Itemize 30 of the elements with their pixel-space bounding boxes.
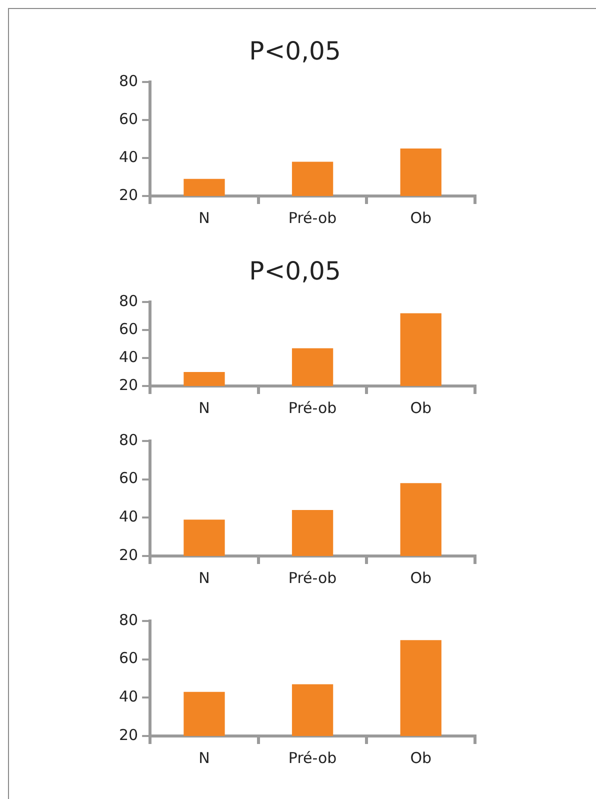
x-tick-label: Pré-ob [288, 208, 337, 227]
chart-title: P<0,05 [249, 256, 341, 286]
x-tick-label: N [198, 208, 210, 227]
y-tick-label: 40 [118, 148, 138, 166]
y-tick-label: 60 [118, 649, 138, 668]
x-tick-label: Pré-ob [288, 398, 337, 417]
x-tick-label: Ob [410, 568, 432, 587]
y-tick-label: 80 [118, 292, 138, 310]
y-tick-label: 40 [118, 688, 138, 706]
y-tick-label: 80 [118, 72, 138, 90]
x-tick-label: N [198, 748, 210, 767]
x-tick-label: Ob [410, 748, 432, 767]
x-tick-label: N [198, 398, 210, 417]
y-tick-label: 20 [118, 376, 138, 394]
y-tick-label: 40 [118, 348, 138, 366]
x-tick-label: Ob [410, 208, 432, 227]
y-tick-label: 20 [118, 186, 138, 204]
y-tick-label: 80 [118, 610, 138, 629]
y-tick-label: 20 [118, 726, 138, 744]
chart-title: P<0,05 [249, 36, 341, 66]
y-tick-label: 60 [118, 469, 138, 488]
x-tick-label: Pré-ob [288, 748, 337, 767]
y-tick-label: 40 [118, 508, 138, 526]
y-tick-label: 80 [118, 430, 138, 449]
x-tick-label: Ob [410, 398, 432, 417]
x-tick-label: N [198, 568, 210, 587]
x-tick-label: Pré-ob [288, 568, 337, 587]
y-tick-label: 60 [118, 320, 138, 338]
y-tick-label: 60 [118, 110, 138, 128]
y-tick-label: 20 [118, 546, 138, 564]
